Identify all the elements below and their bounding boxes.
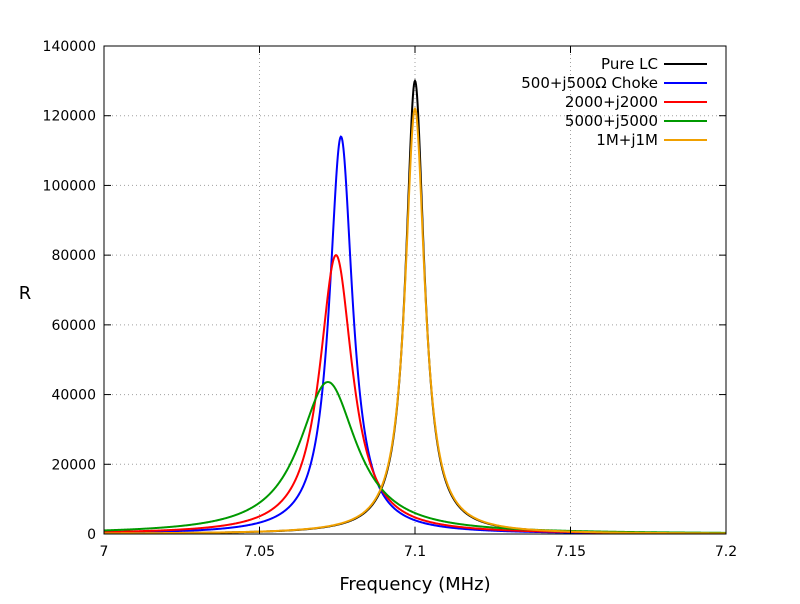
x-axis-ticks: 7 7.05 7.1 7.15 7.2	[100, 46, 737, 560]
x-tick-label: 7.1	[404, 544, 426, 560]
legend-entry: 500+j500Ω Choke	[521, 74, 707, 92]
plot-curves	[103, 78, 727, 535]
y-tick-label: 140000	[43, 39, 96, 55]
y-axis-label: R	[19, 283, 32, 304]
x-tick-label: 7.2	[715, 544, 737, 560]
grid	[104, 46, 726, 534]
legend-label: Pure LC	[601, 55, 658, 73]
y-tick-label: 80000	[51, 248, 96, 264]
legend-label: 1M+j1M	[596, 131, 658, 149]
legend-entry: 1M+j1M	[596, 131, 707, 149]
y-tick-label: 40000	[51, 388, 96, 404]
legend-label: 5000+j5000	[565, 112, 658, 130]
x-tick-label: 7	[100, 544, 109, 560]
y-tick-label: 60000	[51, 318, 96, 334]
series-line-4	[103, 106, 727, 535]
legend-label: 500+j500Ω Choke	[521, 74, 658, 92]
y-tick-label: 20000	[51, 457, 96, 473]
series-line-1	[103, 135, 727, 535]
x-axis-label: Frequency (MHz)	[339, 574, 490, 595]
x-tick-label: 7.15	[555, 544, 586, 560]
y-tick-label: 0	[87, 527, 96, 543]
legend-entry: 5000+j5000	[565, 112, 707, 130]
legend-entry: 2000+j2000	[565, 93, 707, 111]
y-axis-ticks: 0 20000 40000 60000 80000 100000 120000 140000	[43, 39, 726, 543]
legend-label: 2000+j2000	[565, 93, 658, 111]
x-tick-label: 7.05	[244, 544, 275, 560]
y-tick-label: 120000	[43, 109, 96, 125]
legend-entry: Pure LC	[601, 55, 707, 73]
y-tick-label: 100000	[43, 178, 96, 194]
